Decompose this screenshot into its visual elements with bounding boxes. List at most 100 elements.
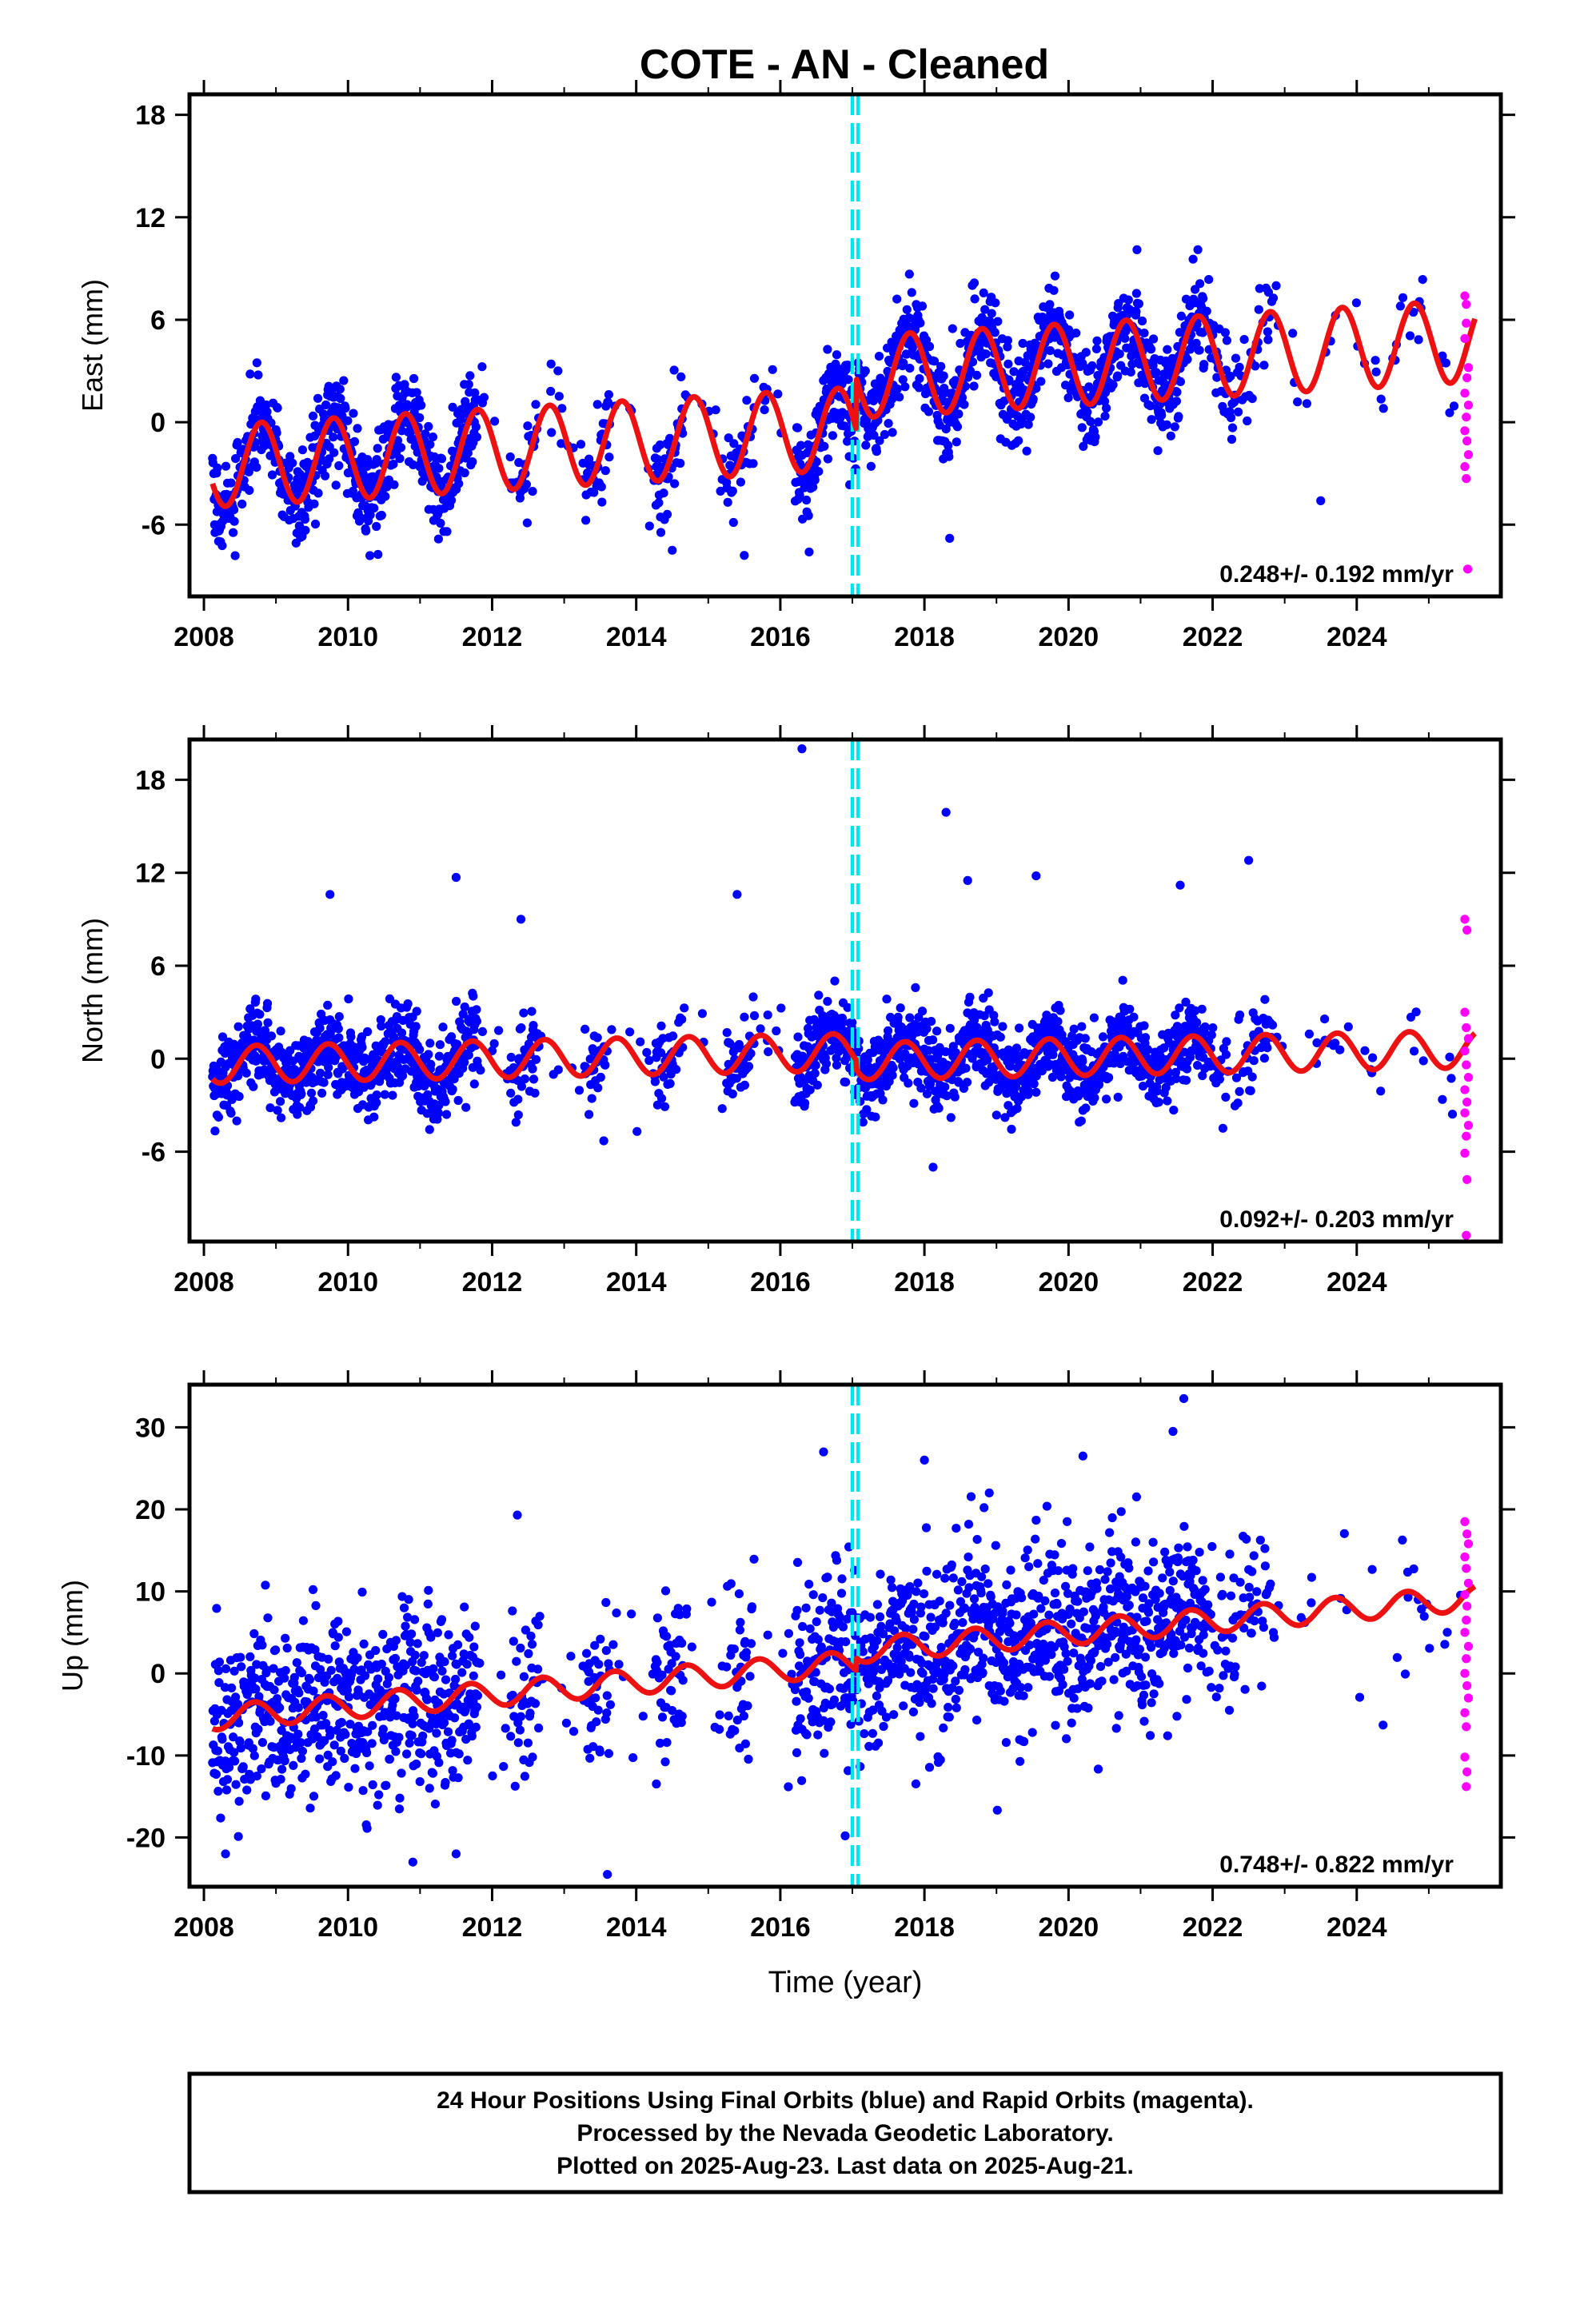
final-orbit-point-up: [727, 1579, 736, 1588]
final-orbit-point-up: [508, 1606, 517, 1615]
final-orbit-point-east: [369, 504, 378, 512]
final-orbit-point-north: [309, 1097, 317, 1106]
x-tick-label-up: 2018: [894, 1912, 955, 1943]
final-orbit-point-east: [1046, 346, 1055, 355]
final-orbit-point-east: [676, 373, 685, 381]
y-tick-label-up: -20: [126, 1823, 166, 1853]
final-orbit-point-north: [596, 1073, 605, 1082]
final-orbit-point-up: [432, 1728, 441, 1737]
final-orbit-point-north: [1248, 1073, 1257, 1082]
final-orbit-point-up: [265, 1717, 274, 1726]
final-orbit-point-east: [659, 488, 668, 497]
final-orbit-point-up: [839, 1622, 848, 1631]
final-orbit-point-east: [654, 498, 663, 507]
final-orbit-point-east: [436, 519, 445, 528]
final-orbit-point-up: [569, 1727, 578, 1736]
final-orbit-point-east: [343, 417, 352, 425]
final-orbit-point-east: [861, 440, 870, 449]
final-orbit-point-up: [341, 1730, 349, 1739]
final-orbit-point-up: [497, 1671, 505, 1680]
final-orbit-point-east: [1043, 360, 1052, 369]
final-orbit-point-north: [1031, 1088, 1040, 1097]
final-orbit-point-north: [878, 1095, 887, 1104]
final-orbit-point-up: [407, 1731, 416, 1740]
x-tick-label-east: 2018: [894, 622, 955, 652]
final-orbit-point-north: [461, 1103, 470, 1112]
final-orbit-point-up: [258, 1738, 267, 1747]
final-orbit-point-north: [656, 1022, 665, 1030]
final-orbit-point-north: [472, 1005, 481, 1014]
final-orbit-point-north: [581, 1025, 589, 1034]
final-orbit-point-east: [1163, 421, 1171, 429]
final-orbit-point-up: [792, 1606, 801, 1615]
final-orbit-point-up: [887, 1576, 896, 1585]
final-orbit-point-up: [327, 1666, 336, 1675]
final-orbit-point-east: [1132, 245, 1141, 254]
final-orbit-point-up: [400, 1604, 409, 1612]
final-orbit-point-north: [517, 915, 525, 923]
final-orbit-point-up: [812, 1617, 821, 1626]
final-orbit-point-up: [793, 1558, 802, 1567]
final-orbit-point-north: [947, 1113, 956, 1122]
final-orbit-point-up: [294, 1688, 303, 1697]
final-orbit-point-east: [1051, 272, 1059, 281]
final-orbit-point-east: [1091, 433, 1099, 441]
final-orbit-point-north: [1368, 1054, 1377, 1062]
final-orbit-point-up: [261, 1581, 269, 1589]
final-orbit-point-east: [231, 552, 240, 560]
final-orbit-point-up: [764, 1631, 772, 1640]
rapid-orbit-point-east: [1460, 334, 1469, 343]
final-orbit-point-east: [1227, 435, 1236, 444]
final-orbit-point-up: [591, 1693, 600, 1702]
final-orbit-point-up: [333, 1616, 342, 1625]
final-orbit-point-north: [1234, 1098, 1243, 1107]
rapid-orbit-point-north: [1460, 1085, 1469, 1094]
final-orbit-point-east: [980, 289, 988, 297]
final-orbit-point-east: [604, 390, 613, 399]
final-orbit-point-up: [534, 1620, 543, 1629]
final-orbit-point-east: [823, 345, 832, 353]
final-orbit-point-up: [601, 1598, 610, 1607]
final-orbit-point-up: [473, 1703, 481, 1712]
final-orbit-point-north: [632, 1127, 641, 1136]
final-orbit-point-up: [745, 1672, 754, 1680]
final-orbit-point-up: [418, 1732, 427, 1740]
final-orbit-point-north: [1070, 1025, 1079, 1034]
final-orbit-point-up: [249, 1629, 258, 1638]
final-orbit-point-north: [1235, 1011, 1244, 1019]
y-tick-label-north: 18: [135, 765, 166, 795]
x-tick-label-north: 2022: [1183, 1267, 1243, 1298]
final-orbit-point-up: [749, 1555, 758, 1564]
final-orbit-point-east: [298, 445, 307, 454]
final-orbit-point-up: [471, 1622, 480, 1631]
final-orbit-point-north: [965, 993, 974, 1002]
final-orbit-point-east: [480, 393, 489, 402]
final-orbit-point-east: [1316, 496, 1325, 505]
y-axis-label-up: Up (mm): [56, 1580, 89, 1692]
final-orbit-point-up: [662, 1632, 671, 1640]
final-orbit-point-up: [585, 1754, 594, 1763]
plot-area-east: [208, 94, 1474, 596]
final-orbit-point-up: [405, 1595, 413, 1604]
final-orbit-point-east: [332, 480, 341, 489]
final-orbit-point-north: [1081, 1034, 1090, 1042]
final-orbit-point-north: [255, 1010, 264, 1018]
final-orbit-point-east: [1109, 381, 1118, 389]
final-orbit-point-north: [764, 1047, 772, 1056]
final-orbit-point-up: [682, 1604, 691, 1613]
final-orbit-point-east: [908, 288, 916, 297]
final-orbit-point-north: [764, 1011, 772, 1019]
final-orbit-point-east: [1183, 355, 1191, 364]
final-orbit-point-north: [1376, 1086, 1385, 1095]
final-orbit-point-east: [353, 424, 361, 433]
final-orbit-point-up: [730, 1644, 739, 1653]
final-orbit-point-north: [1222, 1050, 1231, 1059]
final-orbit-point-east: [230, 517, 239, 526]
final-orbit-point-north: [1182, 1076, 1191, 1085]
final-orbit-point-east: [936, 362, 945, 371]
x-tick-label-north: 2014: [606, 1267, 667, 1298]
final-orbit-point-east: [434, 535, 443, 544]
final-orbit-point-up: [331, 1641, 340, 1650]
final-orbit-point-north: [575, 1086, 584, 1094]
final-orbit-point-north: [473, 1017, 481, 1026]
